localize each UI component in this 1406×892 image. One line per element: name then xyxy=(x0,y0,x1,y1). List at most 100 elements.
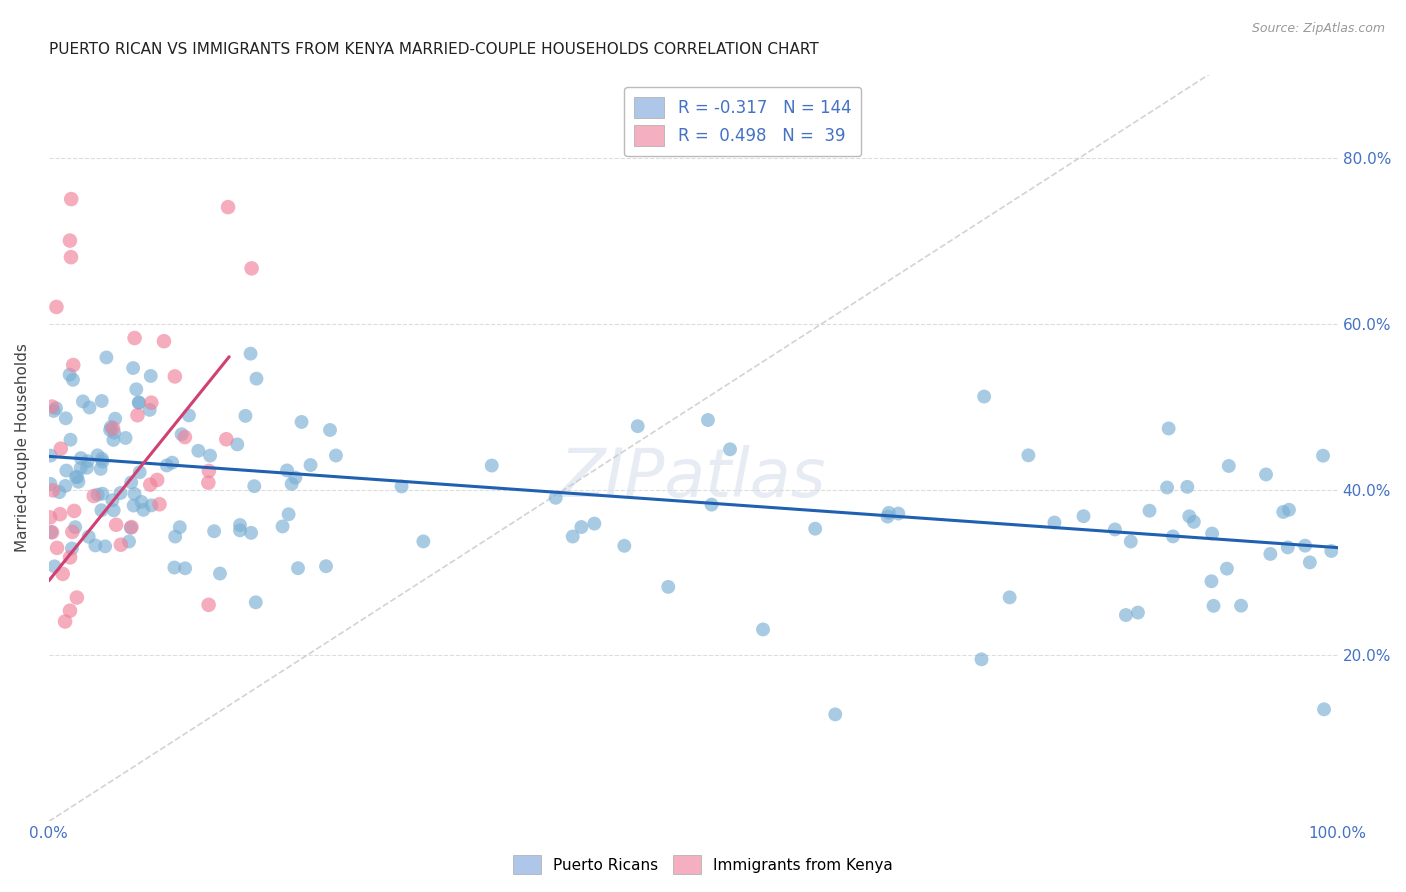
Point xyxy=(1182,515,1205,529)
Point xyxy=(177,409,200,423)
Point xyxy=(170,427,193,442)
Point xyxy=(66,470,89,484)
Point xyxy=(70,451,93,466)
Point xyxy=(215,432,238,446)
Point xyxy=(91,486,114,500)
Point xyxy=(39,449,62,463)
Point xyxy=(1294,539,1316,553)
Point xyxy=(59,550,82,565)
Point xyxy=(90,394,112,409)
Point xyxy=(280,476,302,491)
Point xyxy=(1216,561,1239,575)
Point xyxy=(103,503,125,517)
Point xyxy=(98,423,121,437)
Point xyxy=(1161,529,1184,543)
Point xyxy=(174,561,197,575)
Point xyxy=(202,524,225,539)
Point xyxy=(53,615,76,629)
Point xyxy=(128,395,150,409)
Point xyxy=(104,411,127,425)
Point xyxy=(1043,516,1066,530)
Point xyxy=(1156,481,1178,495)
Point xyxy=(105,517,128,532)
Point xyxy=(208,566,231,581)
Point xyxy=(1201,526,1223,541)
Point xyxy=(110,486,132,500)
Point xyxy=(128,395,150,409)
Point xyxy=(240,525,263,540)
Point xyxy=(59,250,82,264)
Point xyxy=(139,368,162,383)
Point xyxy=(1313,702,1336,716)
Point xyxy=(299,458,322,472)
Point xyxy=(132,503,155,517)
Point xyxy=(160,456,183,470)
Point xyxy=(62,373,84,387)
Point xyxy=(325,449,347,463)
Point xyxy=(49,442,72,456)
Point xyxy=(824,707,846,722)
Point xyxy=(122,499,145,513)
Point xyxy=(163,560,186,574)
Point xyxy=(90,503,112,517)
Point xyxy=(53,479,76,493)
Point xyxy=(718,442,741,457)
Point xyxy=(83,489,105,503)
Point xyxy=(100,420,122,434)
Point xyxy=(1272,505,1295,519)
Point xyxy=(59,433,82,447)
Point xyxy=(121,520,143,534)
Point xyxy=(101,493,124,508)
Point xyxy=(1115,608,1137,623)
Point xyxy=(141,499,163,513)
Point xyxy=(1299,555,1322,569)
Point xyxy=(156,458,179,473)
Legend: R = -0.317   N = 144, R =  0.498   N =  39: R = -0.317 N = 144, R = 0.498 N = 39 xyxy=(624,87,860,156)
Point xyxy=(103,433,125,447)
Point xyxy=(41,525,63,540)
Point xyxy=(1230,599,1253,613)
Point xyxy=(217,200,239,214)
Text: ZIPatlas: ZIPatlas xyxy=(560,445,827,511)
Point xyxy=(139,477,162,491)
Point xyxy=(1119,534,1142,549)
Point xyxy=(613,539,636,553)
Point xyxy=(76,454,98,468)
Point xyxy=(1104,523,1126,537)
Point xyxy=(243,479,266,493)
Point xyxy=(271,519,294,533)
Point xyxy=(752,623,775,637)
Point xyxy=(1126,606,1149,620)
Point xyxy=(60,192,83,206)
Point xyxy=(120,475,142,490)
Point xyxy=(1218,458,1240,473)
Point xyxy=(174,430,197,444)
Point xyxy=(39,476,62,491)
Point xyxy=(153,334,176,349)
Point xyxy=(52,566,75,581)
Point xyxy=(45,401,67,416)
Point xyxy=(148,497,170,511)
Point xyxy=(59,234,82,248)
Legend: Puerto Ricans, Immigrants from Kenya: Puerto Ricans, Immigrants from Kenya xyxy=(508,849,898,880)
Point xyxy=(69,461,91,475)
Point xyxy=(65,470,87,484)
Point xyxy=(239,346,262,360)
Point xyxy=(163,369,186,384)
Point xyxy=(48,485,70,500)
Point xyxy=(118,534,141,549)
Point xyxy=(412,534,434,549)
Point xyxy=(1254,467,1277,482)
Point xyxy=(60,541,83,556)
Point xyxy=(91,451,114,466)
Point xyxy=(63,504,86,518)
Point xyxy=(583,516,606,531)
Point xyxy=(77,530,100,544)
Point xyxy=(1201,574,1223,589)
Point xyxy=(197,475,219,490)
Point xyxy=(970,652,993,666)
Point xyxy=(67,475,90,489)
Point xyxy=(45,300,67,314)
Point xyxy=(277,508,299,522)
Point xyxy=(122,361,145,376)
